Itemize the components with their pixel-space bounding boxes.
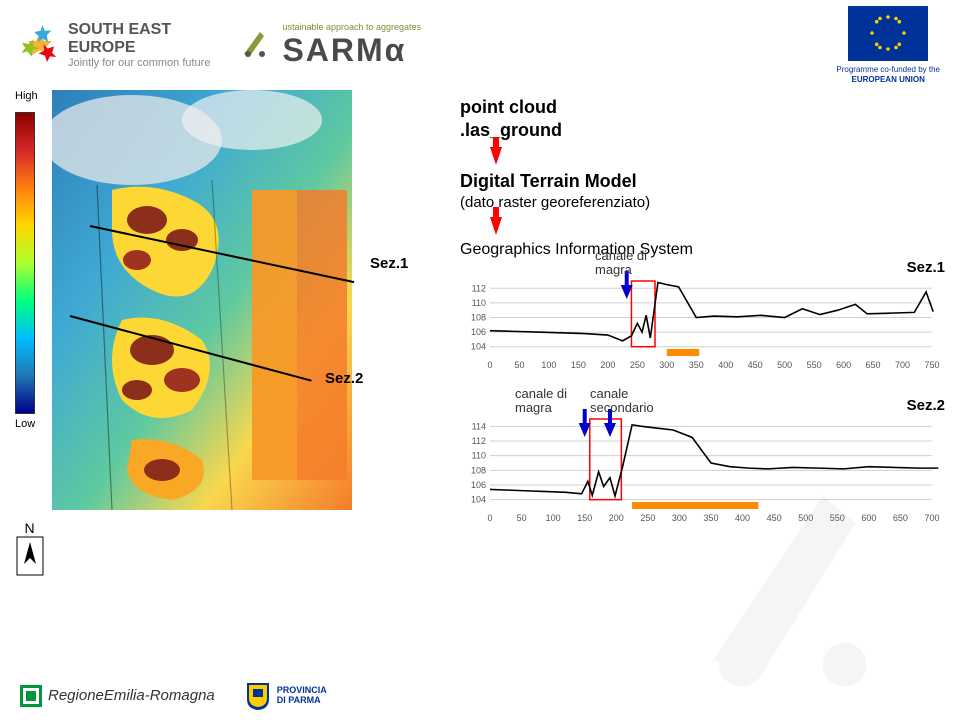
- svg-text:112: 112: [472, 283, 486, 293]
- eu-flag-icon: [848, 6, 928, 61]
- flow-t2: .las_ground: [460, 120, 940, 141]
- scale-low: Low: [15, 418, 45, 430]
- svg-text:200: 200: [609, 513, 624, 523]
- see-logo: SOUTH EAST EUROPE Jointly for our common…: [20, 21, 210, 69]
- svg-text:50: 50: [514, 360, 524, 370]
- see-tag: Jointly for our common future: [68, 57, 210, 69]
- svg-text:150: 150: [571, 360, 586, 370]
- svg-text:108: 108: [471, 313, 486, 323]
- chart1: canale di magra Sez.1 112110108106104050…: [460, 267, 940, 377]
- svg-text:450: 450: [748, 360, 763, 370]
- svg-text:112: 112: [472, 436, 486, 446]
- eu-block: Programme co-funded by the EUROPEAN UNIO…: [836, 6, 940, 84]
- svg-text:550: 550: [807, 360, 822, 370]
- terrain-map: [52, 90, 352, 510]
- svg-text:110: 110: [472, 451, 486, 461]
- faded-sarma-icon: [680, 463, 900, 703]
- svg-text:650: 650: [866, 360, 881, 370]
- flow-t3: Digital Terrain Model: [460, 171, 940, 192]
- flow-t1: point cloud: [460, 97, 940, 118]
- svg-text:110: 110: [472, 298, 486, 308]
- svg-text:250: 250: [630, 360, 645, 370]
- left-panel: High Low: [10, 90, 450, 530]
- svg-text:104: 104: [471, 495, 486, 505]
- svg-text:600: 600: [836, 360, 851, 370]
- footer: RegioneEmilia-Romagna PROVINCIA DI PARMA: [0, 668, 960, 723]
- flow-t4: (dato raster georeferenziato): [460, 194, 940, 211]
- header: SOUTH EAST EUROPE Jointly for our common…: [0, 0, 960, 90]
- rer-logo: RegioneEmilia-Romagna: [20, 685, 215, 707]
- sez1-label: Sez.1: [370, 255, 408, 272]
- svg-text:104: 104: [471, 342, 486, 352]
- svg-text:100: 100: [541, 360, 556, 370]
- svg-text:400: 400: [718, 360, 733, 370]
- scale-high: High: [15, 90, 45, 102]
- svg-text:150: 150: [577, 513, 592, 523]
- svg-text:0: 0: [487, 360, 492, 370]
- chart2-right-label: Sez.2: [907, 397, 945, 414]
- sarma-sub: ustainable approach to aggregates: [282, 22, 421, 32]
- chart2-annot2: canale secondario: [590, 387, 654, 416]
- north-indicator: N: [12, 520, 47, 576]
- color-scale: High Low: [15, 90, 45, 430]
- sarma-logo: ustainable approach to aggregates SARMα: [240, 22, 421, 69]
- svg-text:114: 114: [472, 421, 486, 431]
- svg-text:500: 500: [777, 360, 792, 370]
- eu-line2: EUROPEAN UNION: [836, 75, 940, 85]
- see-name: SOUTH EAST: [68, 21, 171, 38]
- svg-text:700: 700: [924, 513, 939, 523]
- sez2-label: Sez.2: [325, 370, 363, 387]
- svg-text:200: 200: [600, 360, 615, 370]
- chart1-annot: canale di magra: [595, 249, 647, 278]
- eu-line1: Programme co-funded by the: [836, 65, 940, 75]
- flow-t5: Geographics Information System: [460, 241, 940, 259]
- see-name2: EUROPE: [68, 39, 136, 56]
- svg-text:106: 106: [471, 327, 486, 337]
- svg-text:350: 350: [689, 360, 704, 370]
- down-arrow-icon: [490, 217, 502, 235]
- svg-text:750: 750: [924, 360, 939, 370]
- svg-text:50: 50: [517, 513, 527, 523]
- svg-text:100: 100: [546, 513, 561, 523]
- svg-text:0: 0: [487, 513, 492, 523]
- chart1-svg: 112 110 108 106 1040 50 100 150 200 250 300 350 400 4…: [460, 267, 940, 372]
- chart1-right-label: Sez.1: [907, 259, 945, 276]
- sarma-text: SARMα: [282, 32, 421, 69]
- chart2-annot1: canale di magra: [515, 387, 567, 416]
- svg-text:300: 300: [659, 360, 674, 370]
- down-arrow-icon: [490, 147, 502, 165]
- svg-text:106: 106: [471, 480, 486, 490]
- parma-logo: PROVINCIA DI PARMA: [245, 681, 327, 711]
- svg-text:108: 108: [471, 465, 486, 475]
- svg-text:250: 250: [640, 513, 655, 523]
- svg-text:700: 700: [895, 360, 910, 370]
